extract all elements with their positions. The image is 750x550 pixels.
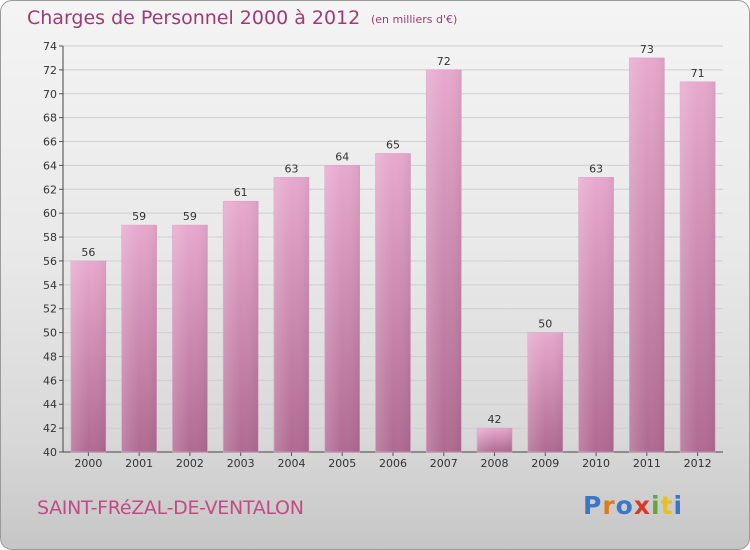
y-tick-label: 46 [43,374,57,387]
chart-unit: (en milliers d'€) [371,13,458,26]
y-tick-label: 52 [43,303,57,316]
logo-letter: r [602,491,616,520]
bar-shine [578,177,614,452]
data-label-2002: 59 [183,210,197,223]
data-label-2009: 50 [538,318,552,331]
bar-shine [121,225,157,452]
y-tick-label: 42 [43,422,57,435]
x-tick-label-2000: 2000 [74,457,102,470]
y-tick-label: 44 [43,398,57,411]
data-label-2004: 63 [284,162,298,175]
y-tick-label: 56 [43,255,57,268]
logo-letter: i [651,491,661,520]
y-tick-label: 48 [43,350,57,363]
y-tick-label: 68 [43,112,57,125]
logo-letter: i [673,491,684,520]
y-tick-label: 54 [43,279,57,292]
y-tick-label: 62 [43,183,57,196]
chart-title: Charges de Personnel 2000 à 2012 [27,7,361,29]
x-tick-label-2004: 2004 [277,457,305,470]
y-tick-label: 74 [43,40,57,53]
logo-letter: o [615,491,634,520]
bar-shine [70,260,106,452]
bar-shine [527,332,563,452]
bar-shine [426,69,462,452]
y-tick-label: 66 [43,136,57,149]
y-tick-label: 64 [43,159,57,172]
x-tick-label-2011: 2011 [633,457,661,470]
bar-shine [223,201,259,452]
x-tick-label-2001: 2001 [125,457,153,470]
bar-shine [273,177,309,452]
x-tick-label-2005: 2005 [328,457,356,470]
x-tick-label-2012: 2012 [684,457,712,470]
logo-letter: x [633,491,651,520]
proxiti-logo: Proxiti [583,491,683,520]
y-tick-label: 70 [43,88,57,101]
bars [70,57,716,453]
bar-shine [629,57,665,453]
y-tick-label: 60 [43,207,57,220]
data-label-2010: 63 [589,162,603,175]
x-tick-label-2002: 2002 [176,457,204,470]
y-tick-label: 58 [43,231,57,244]
data-label-2007: 72 [437,55,451,68]
bar-shine [375,153,411,452]
x-tick-label-2006: 2006 [379,457,407,470]
y-tick-label: 72 [43,64,57,77]
x-tick-label-2003: 2003 [227,457,255,470]
bar-shine [324,165,360,453]
data-label-2012: 71 [691,67,705,80]
data-label-2003: 61 [234,186,248,199]
bar-shine [477,428,513,452]
data-label-2011: 73 [640,43,654,56]
y-tick-label: 50 [43,327,57,340]
y-tick-label: 40 [43,446,57,459]
commune-name: SAINT-FRéZAL-DE-VENTALON [37,497,304,519]
data-label-2000: 56 [81,246,95,259]
data-label-2008: 42 [488,413,502,426]
x-tick-label-2007: 2007 [430,457,458,470]
data-label-2001: 59 [132,210,146,223]
data-label-2005: 64 [335,150,349,163]
bar-shine [680,81,716,452]
x-tick-label-2008: 2008 [481,457,509,470]
x-tick-label-2009: 2009 [531,457,559,470]
logo-letter: P [583,491,603,520]
bar-shine [172,225,208,452]
data-label-2006: 65 [386,138,400,151]
labels: 40 42 44 46 48 50 52 54 56 58 60 62 64 66 68 70 72 74 56 20… [43,40,712,470]
logo-letter: t [660,491,674,520]
x-tick-label-2010: 2010 [582,457,610,470]
